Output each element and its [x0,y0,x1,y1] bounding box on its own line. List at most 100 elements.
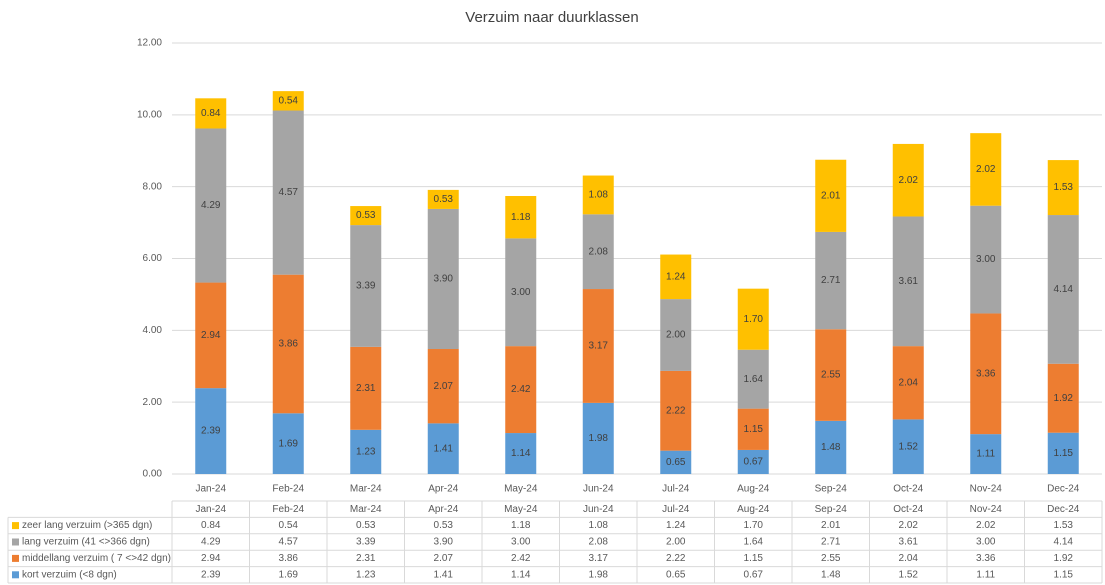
bar-segment [350,346,382,430]
table-cell: 1.15 [744,553,764,564]
table-cell: 1.41 [434,569,454,580]
data-label: 3.86 [279,339,299,350]
bar-segment [892,143,924,217]
data-label: 4.14 [1054,284,1074,295]
table-cell: 3.86 [279,553,299,564]
data-label: 2.39 [201,426,221,437]
x-tick-label: Jan-24 [195,484,226,495]
table-cell: 1.11 [976,569,995,580]
legend-swatch [12,522,19,530]
table-header: Nov-24 [970,504,1003,515]
bar-segment [892,346,924,420]
bar-segment [892,216,924,347]
data-label: 2.94 [201,330,221,341]
bar-segment [737,449,769,474]
data-label: 1.64 [744,374,764,385]
table-cell: 1.08 [589,520,609,531]
bar-segment [427,189,459,209]
data-label: 2.08 [589,246,609,257]
data-label: 2.71 [821,275,841,286]
chart-title: Verzuim naar duurklassen [465,9,638,26]
table-cell: 2.00 [666,537,686,548]
data-label: 0.53 [356,210,376,221]
data-label: 2.22 [666,405,686,416]
bar-segment [195,282,227,389]
bar-segment [660,450,692,474]
data-label: 3.17 [589,341,609,352]
table-cell: 1.69 [279,569,299,580]
bar-segment [272,110,304,275]
x-tick-label: Jun-24 [583,484,614,495]
legend-label: zeer lang verzuim (>365 dgn) [22,520,152,531]
data-label: 2.42 [511,384,531,395]
data-label: 0.67 [744,457,764,468]
table-cell: 1.24 [666,520,686,531]
data-label: 3.00 [511,287,531,298]
bar-segment [582,402,614,474]
table-header: Mar-24 [350,504,382,515]
table-header: Jan-24 [195,504,226,515]
table-cell: 0.67 [744,569,764,580]
table-cell: 1.64 [744,537,764,548]
data-label: 1.24 [666,271,686,282]
x-tick-label: Dec-24 [1047,484,1080,495]
table-cell: 3.17 [589,553,609,564]
bar-segment [737,288,769,350]
bar-segment [427,208,459,350]
bar-segment [815,329,847,421]
table-header: Dec-24 [1047,504,1080,515]
table-cell: 0.53 [356,520,376,531]
data-label: 0.53 [434,194,454,205]
table-cell: 4.29 [201,537,221,548]
data-label: 1.14 [511,448,531,459]
table-cell: 0.53 [434,520,454,531]
data-label: 1.98 [589,433,609,444]
data-label: 2.00 [666,330,686,341]
y-tick-label: 6.00 [143,253,163,264]
table-cell: 4.57 [279,537,299,548]
table-cell: 2.22 [666,553,686,564]
bar-segment [505,433,537,474]
y-tick-label: 12.00 [137,38,162,49]
x-tick-label: Jul-24 [662,484,690,495]
table-cell: 2.01 [821,520,841,531]
table-cell: 2.94 [201,553,221,564]
table-cell: 3.00 [511,537,531,548]
table-header: Sep-24 [815,504,848,515]
bar-segment [427,423,459,474]
x-tick-label: Sep-24 [815,484,848,495]
table-cell: 2.42 [511,553,531,564]
bar-segment [1047,363,1079,433]
data-label: 2.31 [356,383,376,394]
data-label: 1.53 [1054,182,1074,193]
data-label: 3.90 [434,274,454,285]
table-cell: 1.18 [511,520,531,531]
data-label: 1.18 [511,212,531,223]
table-header: Jun-24 [583,504,614,515]
data-label: 3.39 [356,281,376,292]
bar-segment [427,349,459,424]
x-tick-label: Feb-24 [272,484,304,495]
bar-segment [272,413,304,474]
table-cell: 2.55 [821,553,841,564]
data-label: 0.65 [666,457,686,468]
x-tick-label: Mar-24 [350,484,382,495]
data-label: 2.01 [821,190,841,201]
x-tick-label: Nov-24 [970,484,1003,495]
table-cell: 0.84 [201,520,221,531]
x-tick-label: Apr-24 [428,484,458,495]
bar-segment [970,133,1002,206]
data-label: 1.08 [589,190,609,201]
table-cell: 2.02 [899,520,919,531]
data-label: 3.61 [899,276,919,287]
table-header: Feb-24 [272,504,304,515]
table-cell: 3.61 [899,537,919,548]
bar-segment [970,434,1002,474]
table-cell: 2.02 [976,520,996,531]
data-label: 1.69 [279,438,299,449]
table-header: Apr-24 [428,504,458,515]
bar-segment [737,349,769,409]
data-label: 2.07 [434,381,454,392]
bar-segment [505,196,537,239]
table-header: Oct-24 [893,504,923,515]
